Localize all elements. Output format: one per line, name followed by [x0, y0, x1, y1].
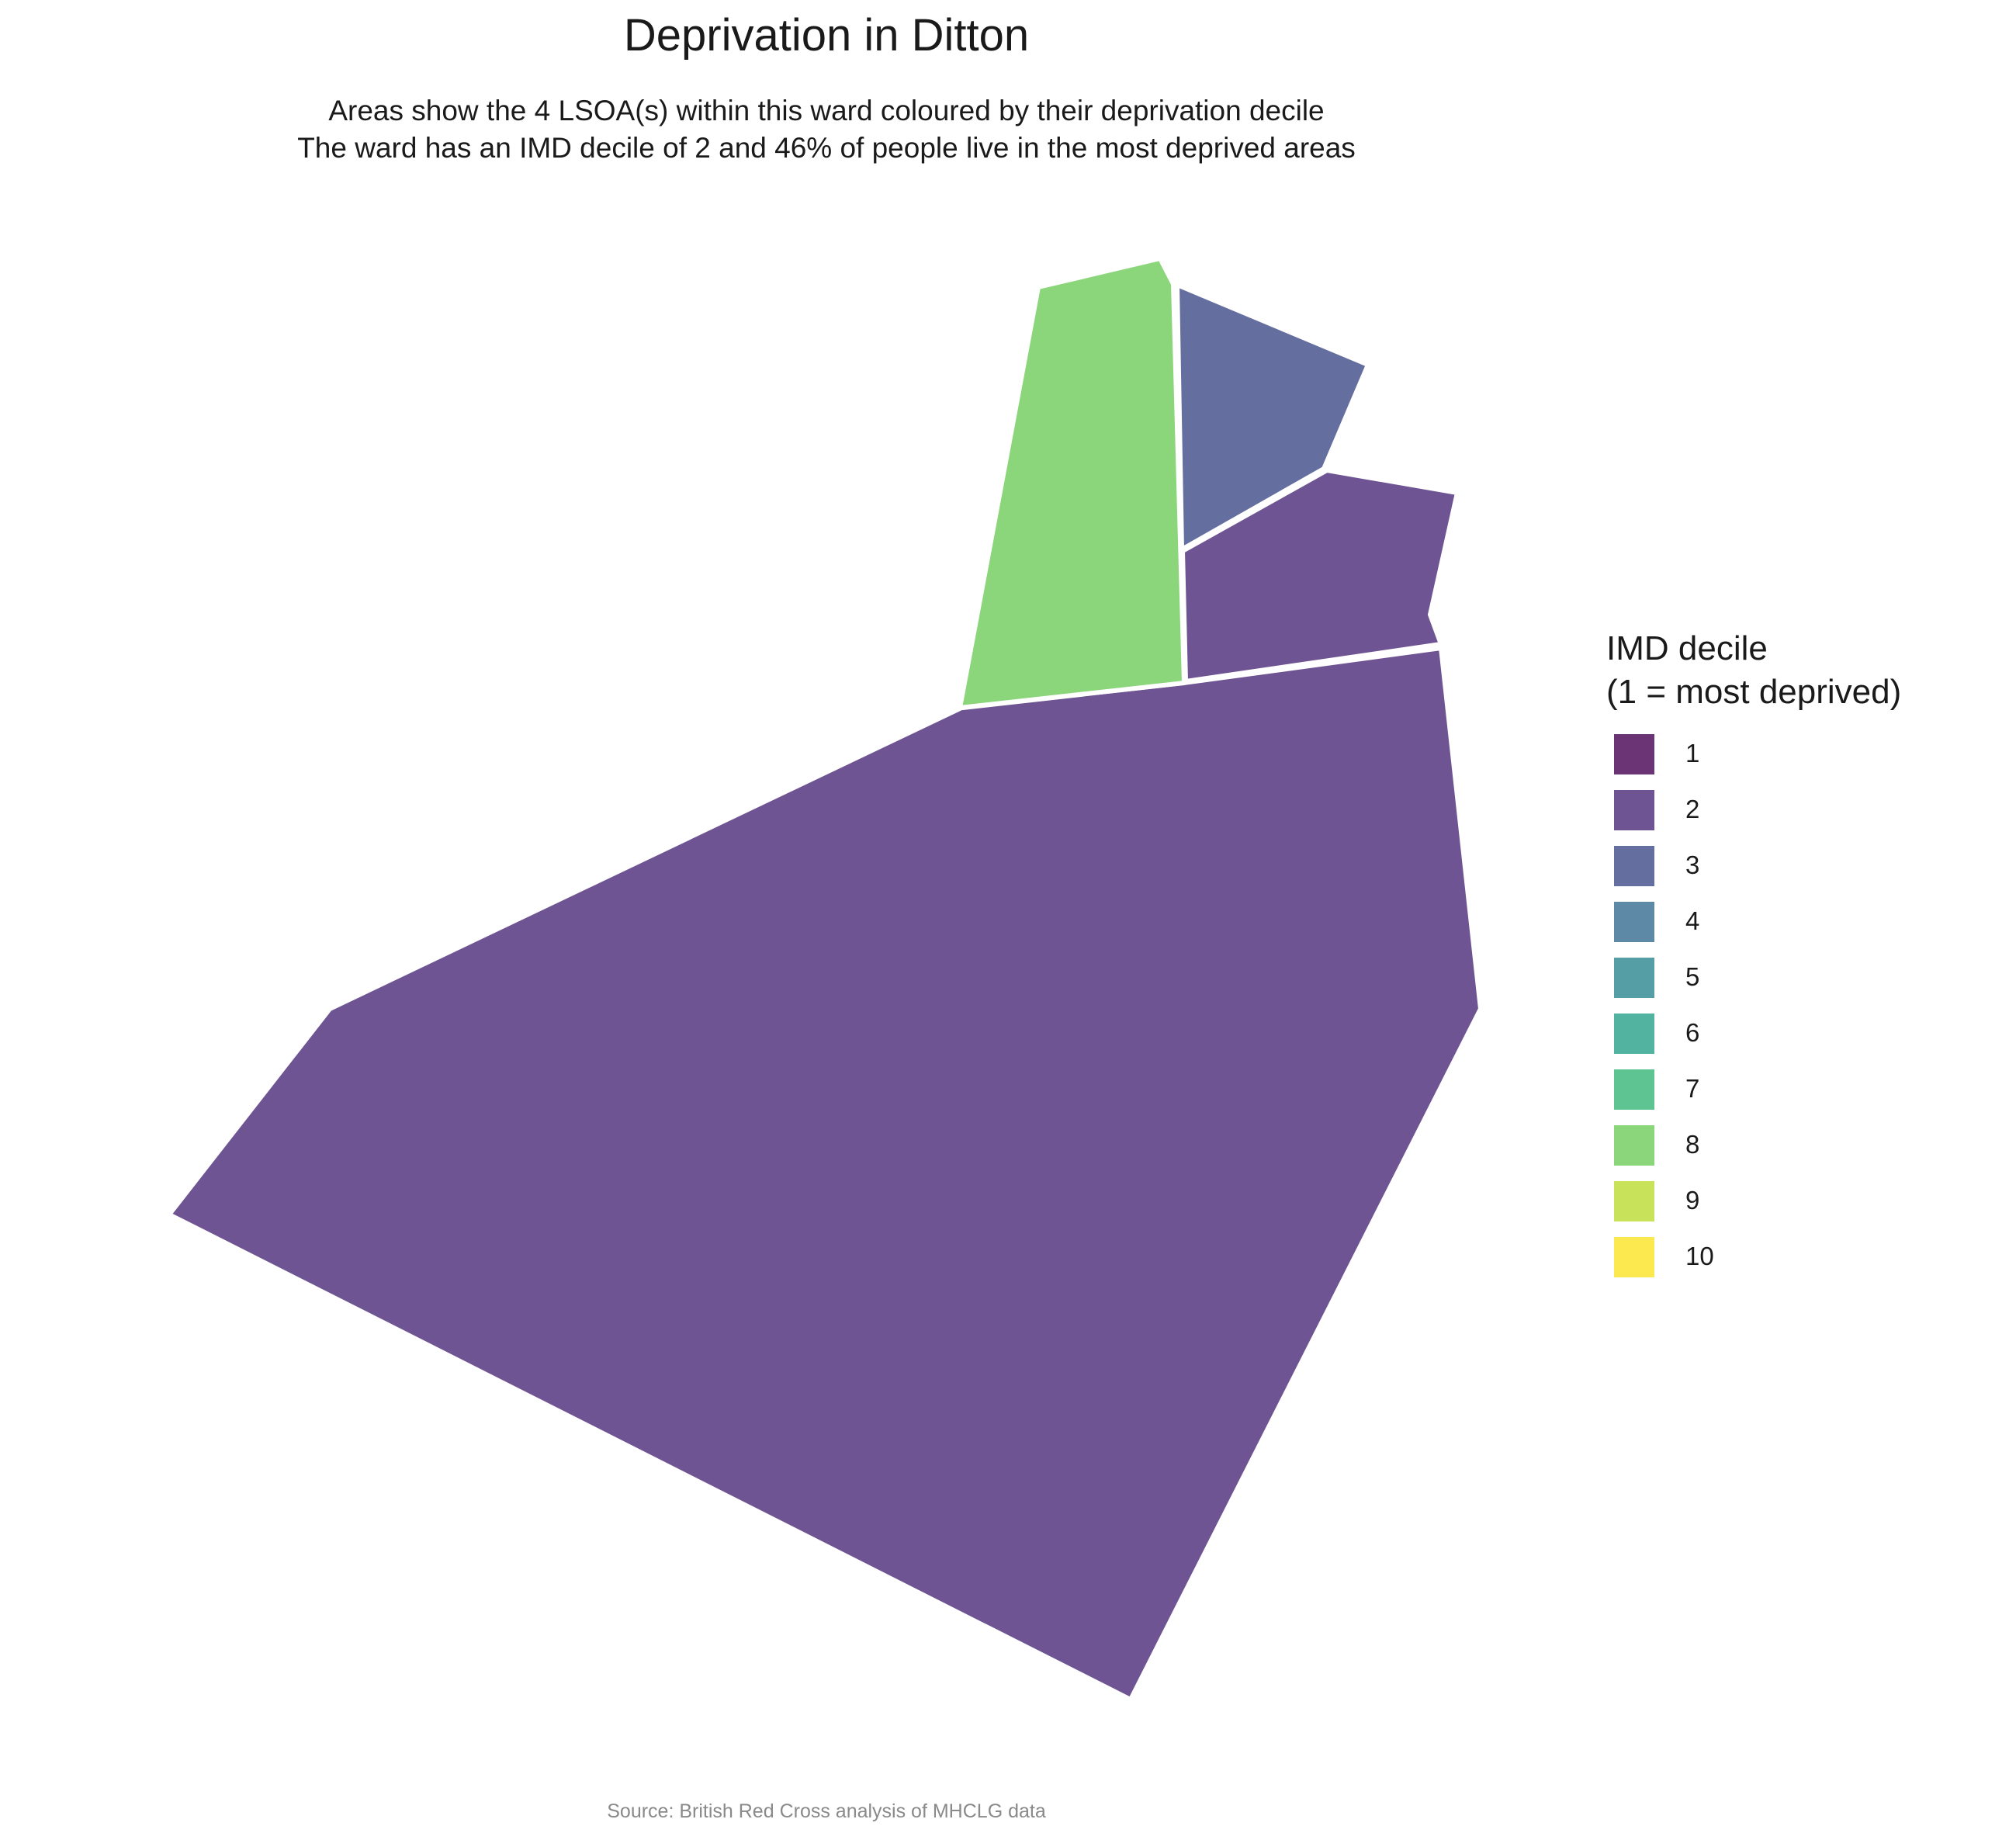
lsoa-area-large-south[interactable] [167, 646, 1483, 1702]
chart-subtitle-line1: Areas show the 4 LSOA(s) within this war… [328, 95, 1325, 126]
legend-item-7: 7 [1606, 1069, 1901, 1125]
legend-label-9: 9 [1685, 1186, 1700, 1214]
legend-item-8: 8 [1606, 1125, 1901, 1181]
legend-swatch-4 [1614, 902, 1654, 942]
lsoa-area-north-west[interactable] [958, 256, 1186, 710]
legend-swatch-9 [1614, 1181, 1654, 1221]
legend-swatch-6 [1614, 1014, 1654, 1054]
legend-item-5: 5 [1606, 958, 1901, 1014]
legend-swatch-5 [1614, 958, 1654, 998]
legend-items: 1 2 3 4 5 6 7 8 9 10 [1606, 734, 1901, 1293]
legend-label-6: 6 [1685, 1018, 1700, 1047]
legend-label-4: 4 [1685, 906, 1700, 935]
legend-swatch-2 [1614, 790, 1654, 830]
legend-swatch-7 [1614, 1069, 1654, 1110]
legend-item-6: 6 [1606, 1014, 1901, 1069]
legend-title: IMD decile (1 = most deprived) [1606, 627, 1901, 714]
legend-item-10: 10 [1606, 1237, 1901, 1293]
legend-title-line2: (1 = most deprived) [1606, 673, 1902, 711]
legend-label-10: 10 [1685, 1242, 1714, 1270]
legend-item-4: 4 [1606, 902, 1901, 958]
legend-swatch-1 [1614, 734, 1654, 774]
legend-label-8: 8 [1685, 1130, 1700, 1159]
legend-label-5: 5 [1685, 962, 1700, 991]
legend-label-3: 3 [1685, 851, 1700, 879]
legend-item-9: 9 [1606, 1181, 1901, 1237]
chart-subtitle-line2: The ward has an IMD decile of 2 and 46% … [297, 132, 1356, 164]
legend-item-1: 1 [1606, 734, 1901, 790]
legend-swatch-10 [1614, 1237, 1654, 1277]
legend: IMD decile (1 = most deprived) 1 2 3 4 5 6 7 8 9… [1606, 627, 1901, 1293]
chart-caption: Source: British Red Cross analysis of MH… [607, 1800, 1046, 1822]
chart-title: Deprivation in Ditton [623, 10, 1030, 61]
legend-label-1: 1 [1685, 739, 1700, 768]
legend-swatch-8 [1614, 1125, 1654, 1166]
legend-item-2: 2 [1606, 790, 1901, 846]
legend-title-line1: IMD decile [1606, 629, 1768, 667]
legend-swatch-3 [1614, 846, 1654, 886]
legend-label-2: 2 [1685, 795, 1700, 823]
legend-item-3: 3 [1606, 846, 1901, 902]
legend-label-7: 7 [1685, 1074, 1700, 1103]
